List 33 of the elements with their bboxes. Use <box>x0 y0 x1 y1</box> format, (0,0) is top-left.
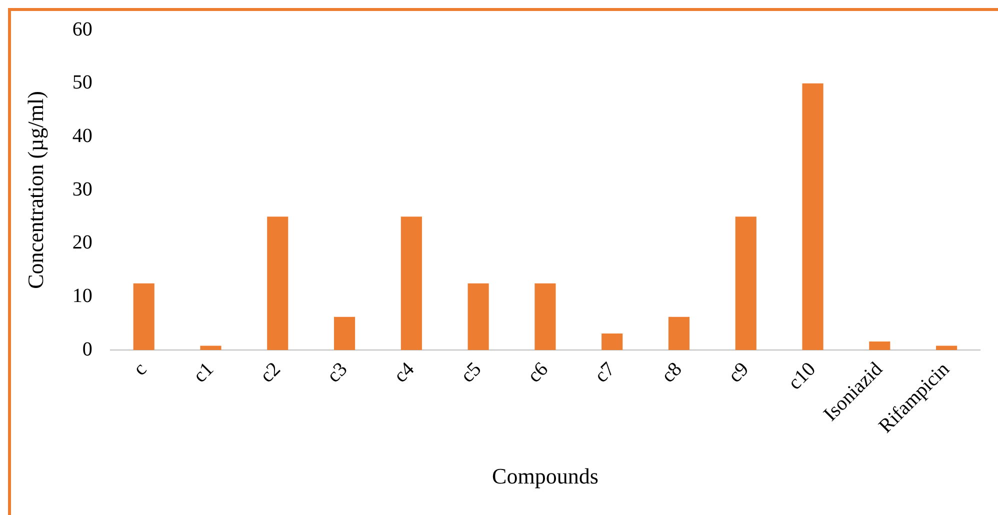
y-tick-label: 50 <box>72 72 92 94</box>
x-tick-label: c10 <box>784 358 820 394</box>
bar <box>869 341 890 350</box>
x-tick-label: c6 <box>524 358 552 388</box>
x-tick-label: c2 <box>256 358 285 388</box>
bar <box>735 216 756 350</box>
y-tick-label: 60 <box>72 18 92 40</box>
x-tick-label: c8 <box>657 358 686 388</box>
bar <box>936 346 958 350</box>
bar <box>200 346 222 350</box>
bar <box>468 283 489 350</box>
y-tick-label: 0 <box>82 338 92 360</box>
y-tick-label: 40 <box>72 124 92 147</box>
bar <box>133 283 154 350</box>
x-tick-label: c1 <box>189 358 218 388</box>
x-axis-title: Compounds <box>492 464 598 489</box>
bar <box>534 283 556 350</box>
x-tick-label: c5 <box>456 358 486 388</box>
y-axis-title: Concentration (µg/ml) <box>22 91 48 289</box>
bar <box>802 83 824 350</box>
bar <box>400 216 422 350</box>
bar <box>334 316 356 350</box>
x-tick-label: c3 <box>322 358 352 388</box>
bar <box>602 333 623 350</box>
y-tick-label: 10 <box>72 284 92 307</box>
y-tick-label: 30 <box>72 178 92 200</box>
bar <box>267 216 288 350</box>
y-tick-label: 20 <box>72 232 92 254</box>
bar <box>668 316 690 350</box>
x-tick-label: c4 <box>390 358 419 388</box>
x-tick-label: c9 <box>724 358 754 388</box>
x-tick-label: c <box>129 358 152 380</box>
x-tick-label: c7 <box>590 358 620 388</box>
